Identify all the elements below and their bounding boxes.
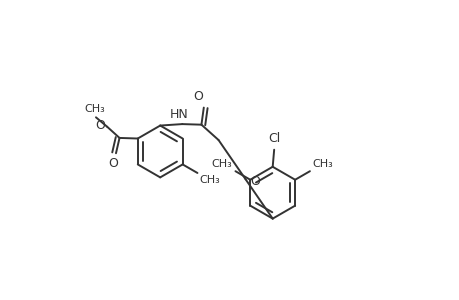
Text: CH₃: CH₃ <box>312 159 333 170</box>
Text: O: O <box>250 175 260 188</box>
Text: O: O <box>108 158 118 170</box>
Text: O: O <box>193 91 203 103</box>
Text: CH₃: CH₃ <box>211 159 232 170</box>
Text: CH₃: CH₃ <box>199 175 220 185</box>
Text: CH₃: CH₃ <box>84 104 105 114</box>
Text: HN: HN <box>170 108 188 121</box>
Text: O: O <box>95 119 105 132</box>
Text: Cl: Cl <box>268 132 280 145</box>
